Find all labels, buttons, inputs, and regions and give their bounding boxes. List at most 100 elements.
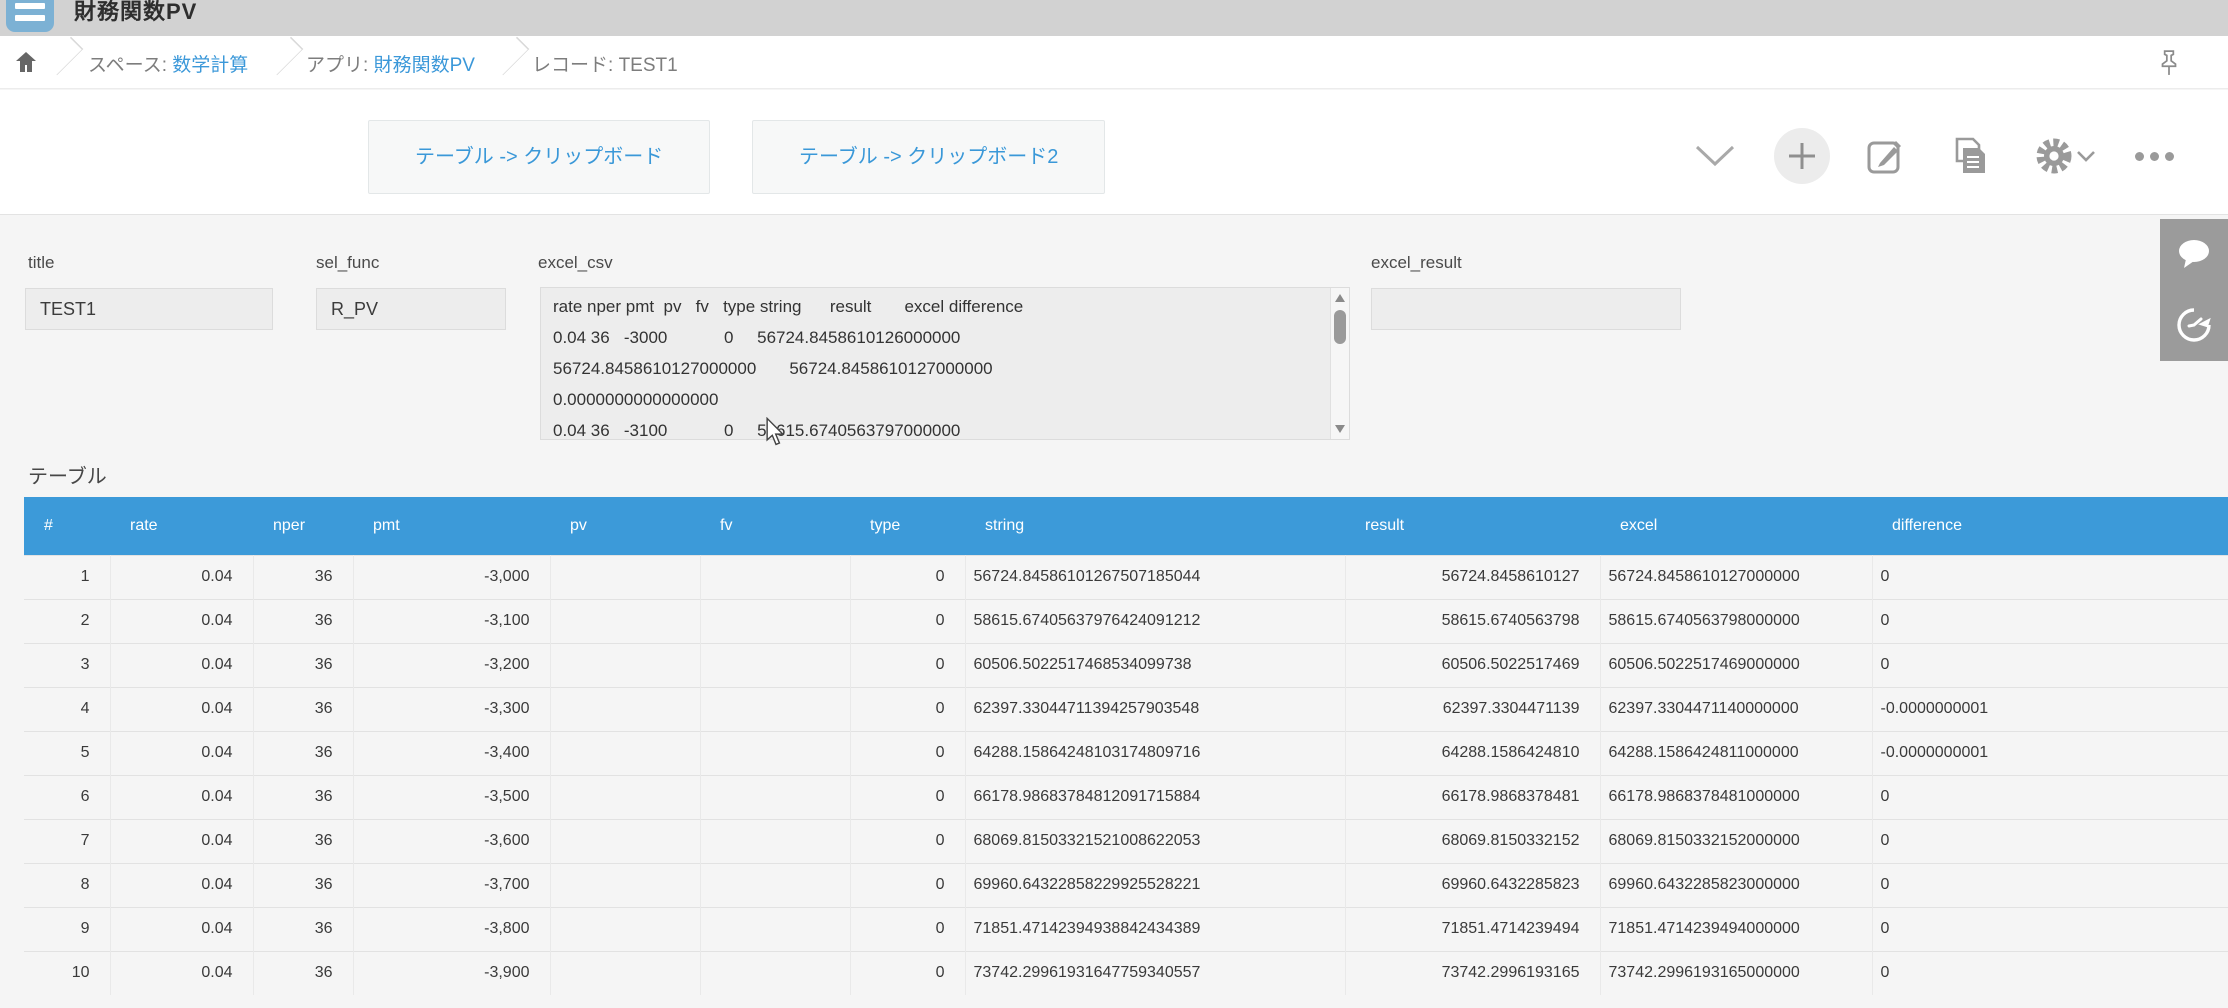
column-header-rate: rate [110,497,253,555]
table-row: 5 0.04 36 -3,400 0 64288.15864248103174809716… [24,730,2228,775]
duplicate-record-icon[interactable] [1942,128,1998,184]
history-icon[interactable] [2174,305,2214,345]
top-bar: 財務関数PV [0,0,2228,36]
table-cell: 58615.6740563798000000 [1600,598,1873,643]
table-cell: 0 [1872,906,2228,951]
table-cell: 4 [24,686,111,731]
table-cell: 0.04 [110,686,254,731]
column-header-num: # [24,497,110,555]
table-cell: 0.04 [110,950,254,995]
table-cell: 1 [24,554,111,599]
excel-csv-textarea[interactable]: rate nper pmt pv fv type string result e… [540,287,1350,440]
record-toolbar: テーブル -> クリップボード テーブル -> クリップボード2 [0,90,2228,215]
app-grid-icon[interactable] [6,0,54,32]
table-cell: -3,700 [353,862,551,907]
excel-csv-scrollbar[interactable] [1330,288,1349,439]
table-cell: 36 [253,818,354,863]
table-cell [550,950,701,995]
record-name: TEST1 [618,55,678,76]
table-body: 1 0.04 36 -3,000 0 56724.84586101267507185044… [24,554,2228,995]
grid-bar [15,15,45,21]
home-icon[interactable] [14,50,38,74]
table-row: 6 0.04 36 -3,500 0 66178.98683784812091715884… [24,774,2228,819]
table-cell: 36 [253,906,354,951]
table-cell: 73742.2996193165 [1345,950,1601,995]
column-header-excel: excel [1600,497,1872,555]
table-cell: 9 [24,906,111,951]
space-link[interactable]: 数学計算 [172,55,249,76]
table-row: 8 0.04 36 -3,700 0 69960.64322858229925528221… [24,862,2228,907]
table-cell: 73742.29961931647759340557 [965,950,1346,995]
table-cell: 0.04 [110,730,254,775]
more-options-icon[interactable] [2126,128,2182,184]
table-cell: 5 [24,730,111,775]
table-cell: 66178.9868378481 [1345,774,1601,819]
record-side-panel [2160,219,2228,361]
table-cell: 36 [253,642,354,687]
table-cell: 62397.3304471139 [1345,686,1601,731]
table-cell [700,862,851,907]
table-cell: 0.04 [110,818,254,863]
table-cell: 66178.98683784812091715884 [965,774,1346,819]
table-cell [700,730,851,775]
table-cell: 0 [850,554,966,599]
app-link[interactable]: 財務関数PV [373,55,475,76]
column-header-result: result [1345,497,1600,555]
column-header-difference: difference [1872,497,2228,555]
excel-result-field[interactable] [1371,288,1681,330]
table-cell: 68069.81503321521008622053 [965,818,1346,863]
scroll-up-icon[interactable] [1335,294,1345,302]
table-header: # rate nper pmt pv fv type string result excel dif… [24,497,2228,555]
pin-icon[interactable] [2158,50,2180,76]
table-cell [700,686,851,731]
add-record-button[interactable] [1774,128,1830,184]
table-cell: 62397.3304471140000000 [1600,686,1873,731]
table-cell: 69960.6432285823 [1345,862,1601,907]
records-table: # rate nper pmt pv fv type string result excel dif… [24,497,2228,995]
table-cell [700,818,851,863]
settings-dropdown-chevron-icon[interactable] [2072,128,2100,184]
breadcrumb-chevron-icon [264,36,304,76]
table-cell [550,862,701,907]
table-cell: 36 [253,554,354,599]
table-cell: -3,000 [353,554,551,599]
collapse-chevron-icon[interactable] [1687,128,1743,184]
table-row: 2 0.04 36 -3,100 0 58615.67405637976424091212… [24,598,2228,643]
column-header-type: type [850,497,965,555]
scroll-down-icon[interactable] [1335,425,1345,433]
title-field[interactable]: TEST1 [25,288,273,330]
table-cell: 56724.8458610127 [1345,554,1601,599]
table-cell: -3,500 [353,774,551,819]
column-header-nper: nper [253,497,353,555]
table-to-clipboard2-button[interactable]: テーブル -> クリップボード2 [752,120,1106,194]
table-cell: 0 [1872,642,2228,687]
table-cell: 68069.8150332152000000 [1600,818,1873,863]
grid-bar [15,3,45,9]
table-cell: 64288.15864248103174809716 [965,730,1346,775]
table-cell: 36 [253,598,354,643]
table-row: 7 0.04 36 -3,600 0 68069.81503321521008622053… [24,818,2228,863]
table-cell: 2 [24,598,111,643]
table-cell [700,642,851,687]
table-cell: 66178.9868378481000000 [1600,774,1873,819]
comments-icon[interactable] [2174,235,2214,275]
table-cell [700,950,851,995]
table-cell: 0.04 [110,906,254,951]
table-cell [700,554,851,599]
scrollbar-thumb[interactable] [1334,310,1346,344]
table-cell: 0.04 [110,774,254,819]
table-cell: 36 [253,730,354,775]
table-cell: 60506.5022517469 [1345,642,1601,687]
table-cell: 0.04 [110,598,254,643]
table-cell: 0 [850,686,966,731]
table-cell: 69960.64322858229925528221 [965,862,1346,907]
edit-record-button[interactable] [1857,128,1913,184]
table-to-clipboard-button[interactable]: テーブル -> クリップボード [368,120,711,194]
table-cell [550,906,701,951]
table-row: 4 0.04 36 -3,300 0 62397.33044711394257903548… [24,686,2228,731]
settings-gear-icon[interactable] [2026,128,2082,184]
table-cell: 71851.47142394938842434389 [965,906,1346,951]
table-cell: 71851.4714239494 [1345,906,1601,951]
column-header-pv: pv [550,497,700,555]
sel-func-field[interactable]: R_PV [316,288,506,330]
